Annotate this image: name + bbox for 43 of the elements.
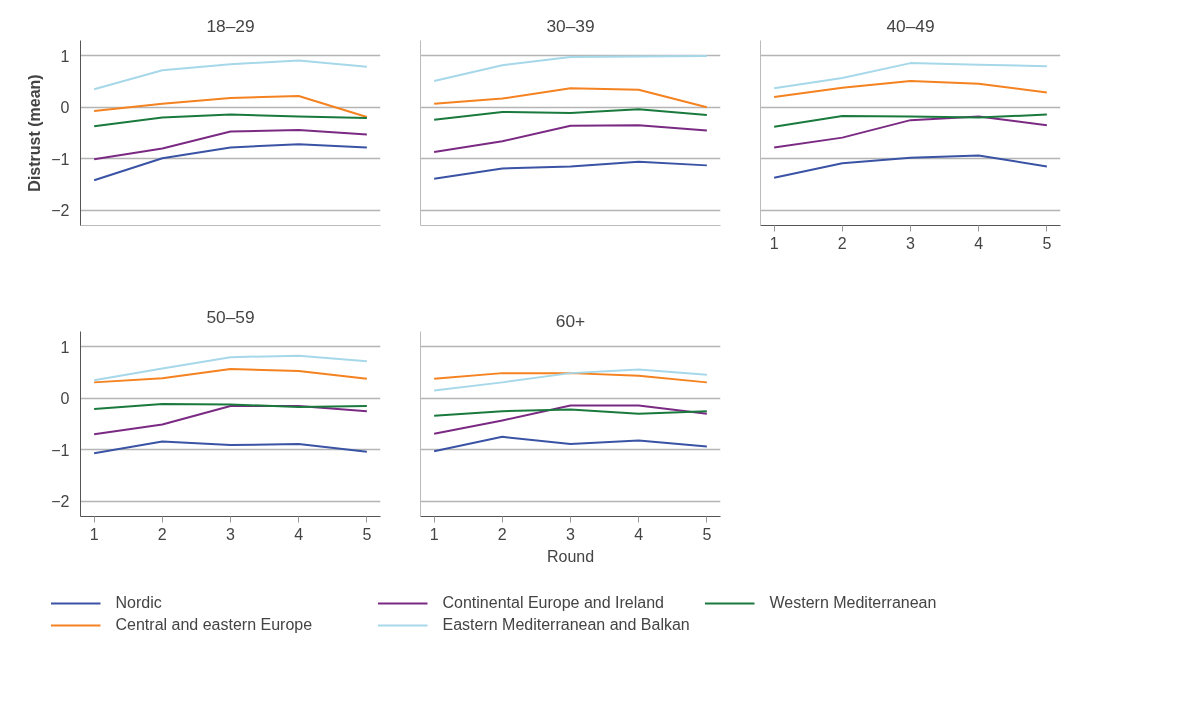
chart-title: 50–59 bbox=[206, 306, 255, 327]
chart-title: 60+ bbox=[555, 310, 586, 331]
line-series bbox=[93, 143, 368, 182]
y-tick-label: 0 bbox=[60, 99, 70, 117]
y-tick-label: 1 bbox=[60, 338, 70, 356]
chart-title: 40–49 bbox=[886, 15, 935, 36]
y-tick-label: 0 bbox=[60, 390, 70, 408]
legend-label: Continental Europe and Ireland bbox=[442, 594, 665, 612]
legend-label: Central and eastern Europe bbox=[115, 616, 314, 634]
x-tick-label: 1 bbox=[769, 234, 779, 252]
x-tick-label: 4 bbox=[634, 525, 644, 543]
x-axis-title: Round bbox=[546, 547, 595, 565]
y-tick-label: −1 bbox=[51, 150, 70, 168]
chart-title: 30–39 bbox=[546, 15, 595, 36]
line-series bbox=[93, 113, 368, 128]
x-tick-label: 3 bbox=[226, 525, 236, 543]
line-series bbox=[93, 440, 368, 455]
x-tick-label: 3 bbox=[906, 234, 916, 252]
line-series bbox=[93, 128, 368, 161]
line-series bbox=[93, 59, 368, 91]
x-tick-label: 3 bbox=[566, 525, 576, 543]
x-tick-label: 2 bbox=[497, 525, 507, 543]
x-tick-label: 5 bbox=[702, 525, 712, 543]
x-tick-label: 2 bbox=[157, 525, 167, 543]
y-axis-title: Distrust (mean) bbox=[26, 74, 44, 192]
legend-label: Nordic bbox=[115, 594, 163, 612]
chart-title: 18–29 bbox=[206, 15, 255, 36]
line-series bbox=[93, 95, 368, 119]
y-tick-label: −2 bbox=[51, 493, 70, 511]
x-tick-label: 5 bbox=[1042, 234, 1052, 252]
x-tick-label: 5 bbox=[362, 525, 372, 543]
x-tick-label: 2 bbox=[837, 234, 847, 252]
line-series bbox=[93, 368, 368, 384]
y-tick-label: 1 bbox=[60, 47, 70, 65]
x-tick-label: 4 bbox=[974, 234, 984, 252]
y-tick-label: −2 bbox=[51, 202, 70, 220]
x-tick-label: 1 bbox=[89, 525, 99, 543]
x-tick-label: 1 bbox=[429, 525, 439, 543]
y-tick-label: −1 bbox=[51, 441, 70, 459]
legend-label: Eastern Mediterranean and Balkan bbox=[442, 616, 691, 634]
legend-label: Western Mediterranean bbox=[769, 594, 938, 612]
line-series bbox=[93, 354, 368, 382]
x-tick-label: 4 bbox=[294, 525, 304, 543]
